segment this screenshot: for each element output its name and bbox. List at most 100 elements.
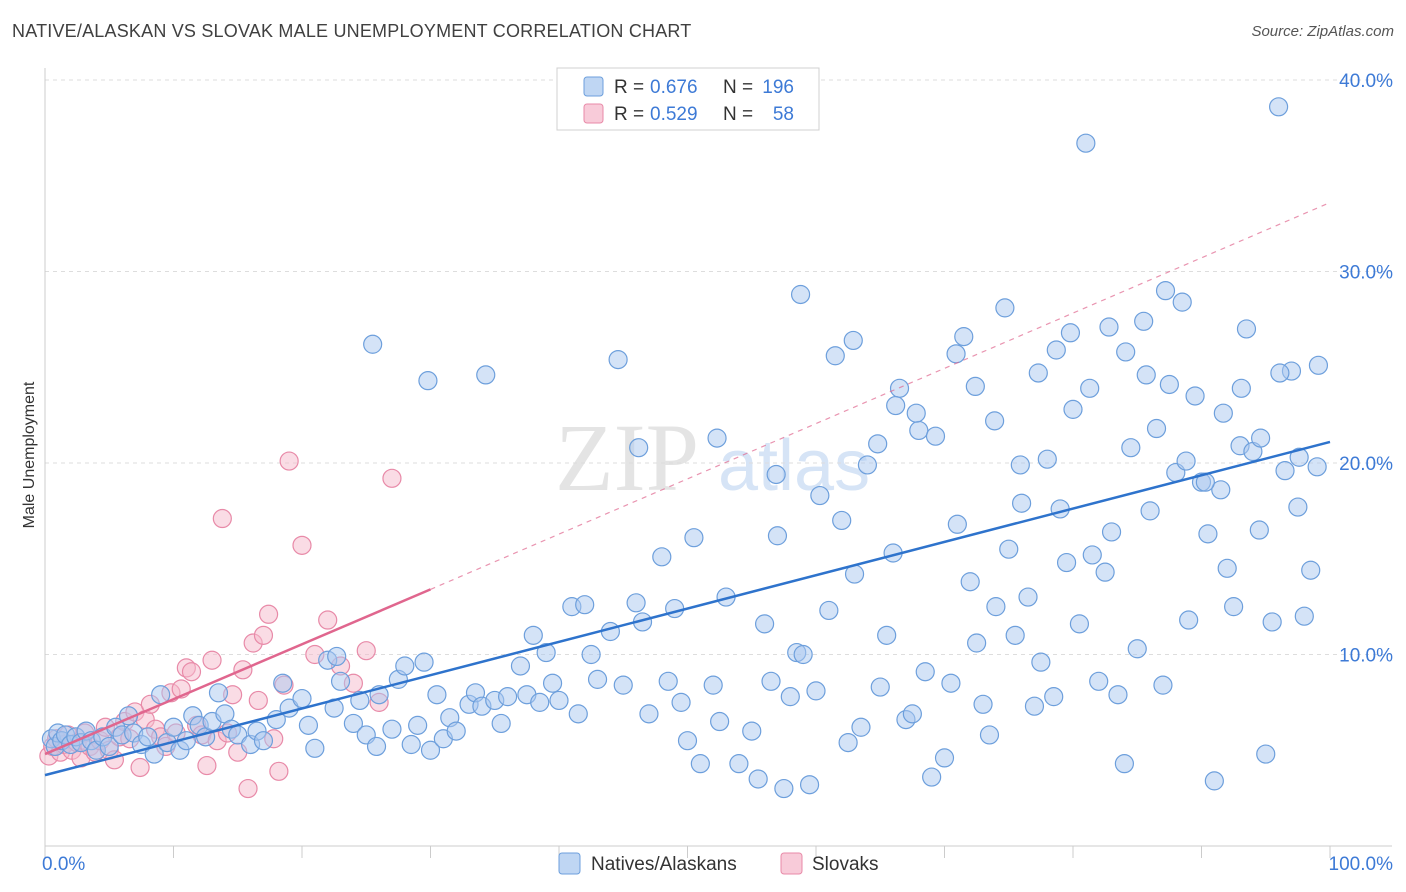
slovaks-point-41 (238, 778, 258, 799)
natives-point-121 (922, 767, 942, 787)
natives-point-76 (575, 595, 595, 615)
natives-point-153 (1140, 501, 1160, 521)
slovaks-point-55 (356, 641, 376, 661)
natives-point-119 (909, 420, 929, 441)
watermark-zip: ZIP (555, 404, 699, 511)
legend-bottom-label-slovaks: Slovaks (812, 854, 879, 875)
natives-point-90 (690, 754, 710, 774)
natives-point-201 (1046, 340, 1066, 360)
natives-point-44 (330, 671, 351, 691)
natives-point-188 (790, 284, 811, 305)
natives-point-176 (1288, 497, 1308, 517)
natives-point-162 (1198, 524, 1218, 544)
natives-point-214 (1289, 447, 1309, 467)
legend-bottom-swatch-slovaks (780, 852, 803, 875)
natives-point-183 (418, 371, 438, 391)
natives-point-163 (1204, 771, 1224, 791)
natives-point-210 (1213, 403, 1233, 423)
legend-r-value-natives: 0.676 (650, 77, 698, 98)
slovaks-point-36 (212, 508, 232, 529)
y-tick-label-3: 40.0% (1339, 71, 1393, 92)
y-tick-label-1: 20.0% (1339, 454, 1393, 475)
natives-point-171 (1256, 744, 1276, 764)
natives-point-71 (536, 642, 556, 663)
natives-point-139 (1050, 499, 1070, 519)
legend-n-label-natives: N = (723, 77, 753, 98)
natives-point-52 (395, 656, 415, 676)
natives-point-29 (208, 683, 229, 703)
natives-point-41 (305, 738, 325, 758)
natives-point-132 (1005, 625, 1025, 645)
natives-point-45 (343, 713, 363, 734)
natives-point-141 (1063, 399, 1083, 419)
natives-point-122 (934, 748, 955, 768)
x-tick-labels: 0.0% 100.0% (42, 854, 1393, 875)
natives-point-146 (1095, 562, 1115, 582)
natives-point-103 (793, 644, 813, 665)
natives-point-202 (1060, 323, 1081, 343)
natives-point-53 (401, 734, 421, 755)
natives-point-147 (1101, 522, 1122, 542)
natives-point-181 (363, 334, 383, 354)
watermark-atlas: atlas (718, 426, 870, 506)
slovaks-point-52 (318, 610, 338, 630)
natives-point-35 (253, 731, 274, 751)
natives-point-95 (742, 721, 762, 741)
legend-n-value-natives: 196 (762, 77, 794, 98)
natives-point-200 (1028, 363, 1048, 383)
slovaks-point-57 (382, 468, 402, 488)
x-tick-label-1: 100.0% (1329, 854, 1394, 875)
natives-point-106 (819, 600, 839, 621)
natives-point-164 (1211, 480, 1231, 500)
natives-point-172 (1262, 612, 1282, 632)
grid-lines (45, 79, 1392, 655)
natives-point-208 (1176, 451, 1196, 471)
slovaks-point-45 (258, 604, 279, 624)
natives-point-107 (825, 346, 845, 366)
legend-r-label-slovaks: R = (614, 104, 644, 125)
natives-point-133 (1011, 493, 1032, 513)
natives-point-72 (542, 673, 563, 693)
y-axis-label: Male Unemployment (21, 381, 38, 528)
natives-point-173 (1268, 97, 1289, 117)
natives-point-212 (1251, 428, 1271, 448)
natives-point-85 (658, 671, 678, 691)
y-tick-labels: 10.0% 20.0% 30.0% 40.0% (1339, 71, 1393, 667)
legend-bottom-label-natives: Natives/Alaskans (591, 854, 737, 875)
slovaks-trend-extension (430, 202, 1331, 590)
legend-r-label-natives: R = (614, 77, 644, 98)
natives-point-186 (707, 428, 727, 448)
natives-point-215 (1308, 355, 1329, 375)
natives-point-78 (587, 669, 608, 689)
slovaks-point-50 (292, 535, 312, 555)
natives-point-187 (766, 464, 786, 485)
natives-point-158 (1172, 292, 1192, 312)
natives-point-130 (986, 597, 1006, 617)
natives-point-203 (1080, 378, 1100, 398)
natives-point-192 (886, 395, 906, 416)
natives-point-170 (1249, 520, 1269, 540)
natives-point-86 (665, 598, 685, 619)
natives-point-123 (941, 673, 961, 693)
natives-point-22 (163, 717, 184, 737)
natives-point-75 (568, 704, 588, 724)
natives-point-138 (1044, 687, 1064, 707)
natives-point-191 (868, 434, 888, 454)
natives-point-77 (581, 644, 601, 665)
slovaks-point-44 (253, 625, 274, 645)
natives-point-67 (510, 656, 531, 676)
natives-point-54 (408, 715, 428, 735)
legend-bottom-swatch-natives (558, 852, 581, 875)
natives-point-118 (902, 704, 922, 724)
natives-point-135 (1024, 696, 1045, 716)
natives-point-18 (138, 727, 158, 747)
natives-point-109 (838, 732, 858, 753)
natives-point-113 (870, 677, 890, 697)
natives-point-143 (1076, 133, 1096, 153)
natives-point-185 (629, 438, 649, 458)
natives-point-69 (523, 625, 543, 645)
natives-point-168 (1236, 319, 1257, 339)
natives-point-80 (613, 675, 633, 695)
natives-trend-line (44, 440, 1331, 777)
legend-n-value-slovaks: 58 (773, 104, 794, 125)
